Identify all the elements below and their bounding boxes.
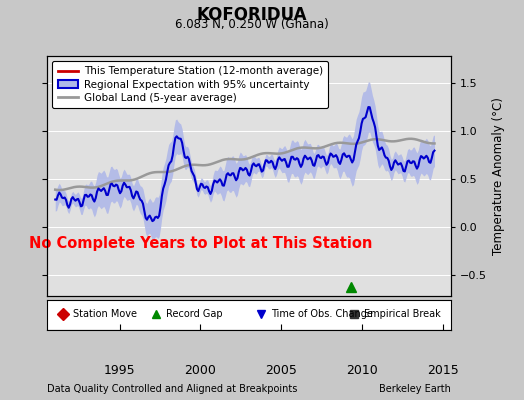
Text: Data Quality Controlled and Aligned at Breakpoints: Data Quality Controlled and Aligned at B… — [47, 384, 298, 394]
Text: Station Move: Station Move — [73, 310, 137, 319]
Text: 6.083 N, 0.250 W (Ghana): 6.083 N, 0.250 W (Ghana) — [174, 18, 329, 31]
Text: KOFORIDUA: KOFORIDUA — [196, 6, 307, 24]
Text: Empirical Break: Empirical Break — [364, 310, 441, 319]
Text: Time of Obs. Change: Time of Obs. Change — [271, 310, 373, 319]
Y-axis label: Temperature Anomaly (°C): Temperature Anomaly (°C) — [492, 97, 505, 255]
Text: Record Gap: Record Gap — [166, 310, 223, 319]
Text: No Complete Years to Plot at This Station: No Complete Years to Plot at This Statio… — [29, 236, 372, 251]
Text: Berkeley Earth: Berkeley Earth — [379, 384, 451, 394]
Legend: This Temperature Station (12-month average), Regional Expectation with 95% uncer: This Temperature Station (12-month avera… — [52, 61, 328, 108]
